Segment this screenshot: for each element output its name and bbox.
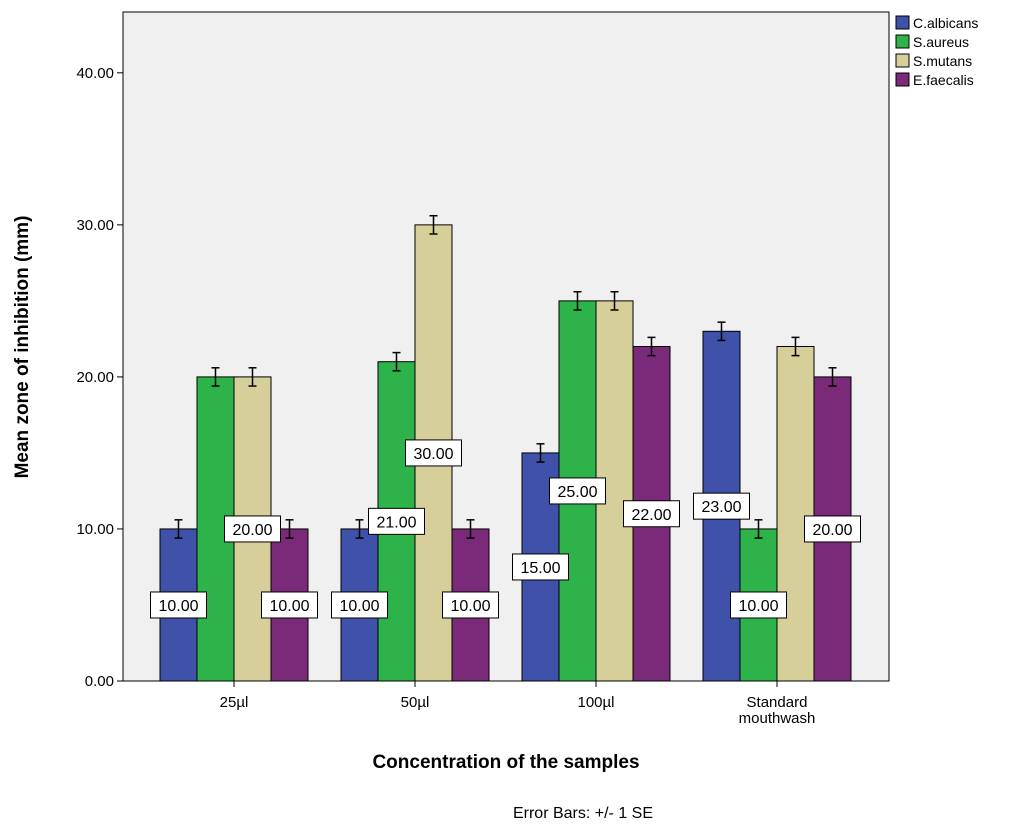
legend-entry-calbicans: C.albicans — [895, 15, 978, 31]
data-label: 21.00 — [368, 507, 425, 535]
data-label-text: 30.00 — [413, 446, 453, 463]
error-bar — [536, 443, 545, 463]
data-label: 20.00 — [804, 515, 861, 543]
error-bar — [174, 519, 183, 539]
data-label-text: 23.00 — [701, 499, 741, 516]
data-label-text: 10.00 — [450, 598, 490, 615]
error-bar — [355, 519, 364, 539]
data-label: 23.00 — [693, 492, 750, 520]
y-tick-label: 40.00 — [76, 65, 114, 82]
data-label: 15.00 — [512, 553, 569, 581]
data-label-text: 20.00 — [232, 522, 272, 539]
y-tick-label: 20.00 — [76, 369, 114, 386]
x-tick-label: 50µl — [401, 694, 430, 711]
data-label-text: 21.00 — [376, 514, 416, 531]
error-bar — [754, 519, 763, 539]
error-bar — [717, 321, 726, 342]
data-label-text: 20.00 — [812, 522, 852, 539]
data-label: 22.00 — [623, 500, 680, 528]
legend-label: E.faecalis — [913, 72, 974, 88]
data-label: 10.00 — [331, 591, 388, 619]
legend-entry-smutans: S.mutans — [895, 53, 972, 69]
error-bar — [248, 367, 257, 387]
x-tick-label: 100µl — [577, 694, 614, 711]
data-label: 10.00 — [730, 591, 787, 619]
legend-entry-saureus: S.aureus — [895, 34, 969, 50]
x-tick-label: Standard mouthwash — [739, 694, 816, 727]
y-tick-label: 0.00 — [85, 673, 114, 690]
legend-label: C.albicans — [913, 15, 978, 31]
legend-swatch — [895, 34, 910, 49]
data-label-text: 10.00 — [738, 598, 778, 615]
legend-swatch — [895, 53, 910, 68]
legend-label: S.aureus — [913, 34, 969, 50]
y-tick-label: 30.00 — [76, 217, 114, 234]
axes-layer: 0.00 10.00 20.00 30.00 40.00 25µl 50µl 100µl Sta… — [76, 65, 815, 727]
error-bar — [573, 291, 582, 311]
legend: C.albicans S.aureus S.mutans E.faecalis — [895, 15, 978, 88]
data-label-text: 25.00 — [557, 484, 597, 501]
legend-swatch — [895, 15, 910, 30]
legend-label: S.mutans — [913, 53, 972, 69]
data-label-text: 10.00 — [269, 598, 309, 615]
data-label: 30.00 — [405, 439, 462, 467]
data-label-text: 15.00 — [520, 560, 560, 577]
legend-swatch — [895, 72, 910, 87]
data-label: 20.00 — [224, 515, 281, 543]
data-label-text: 22.00 — [631, 507, 671, 524]
error-bar — [392, 351, 401, 372]
y-tick-label: 10.00 — [76, 521, 114, 538]
error-bar — [285, 519, 294, 539]
data-label-text: 10.00 — [339, 598, 379, 615]
y-axis-title: Mean zone of inhibition (mm) — [12, 216, 33, 479]
x-axis-title: Concentration of the samples — [372, 752, 639, 773]
data-label: 10.00 — [150, 591, 207, 619]
legend-entry-efaecalis: E.faecalis — [895, 72, 974, 88]
error-bar — [211, 367, 220, 387]
error-bar — [828, 367, 837, 387]
error-bar — [466, 519, 475, 539]
data-label: 25.00 — [549, 477, 606, 505]
error-bar — [647, 336, 656, 357]
error-bar — [610, 291, 619, 311]
data-label: 10.00 — [261, 591, 318, 619]
bar-smutans-3 — [776, 346, 815, 682]
error-bar — [791, 336, 800, 357]
error-bars-note: Error Bars: +/- 1 SE — [513, 805, 653, 822]
data-label: 10.00 — [442, 591, 499, 619]
data-labels-layer: 10.00 20.00 10.00 10.00 21.00 30.00 10.00 15.00… — [150, 439, 861, 619]
error-bar — [429, 214, 438, 235]
data-label-text: 10.00 — [158, 598, 198, 615]
x-tick-label: 25µl — [220, 694, 249, 711]
